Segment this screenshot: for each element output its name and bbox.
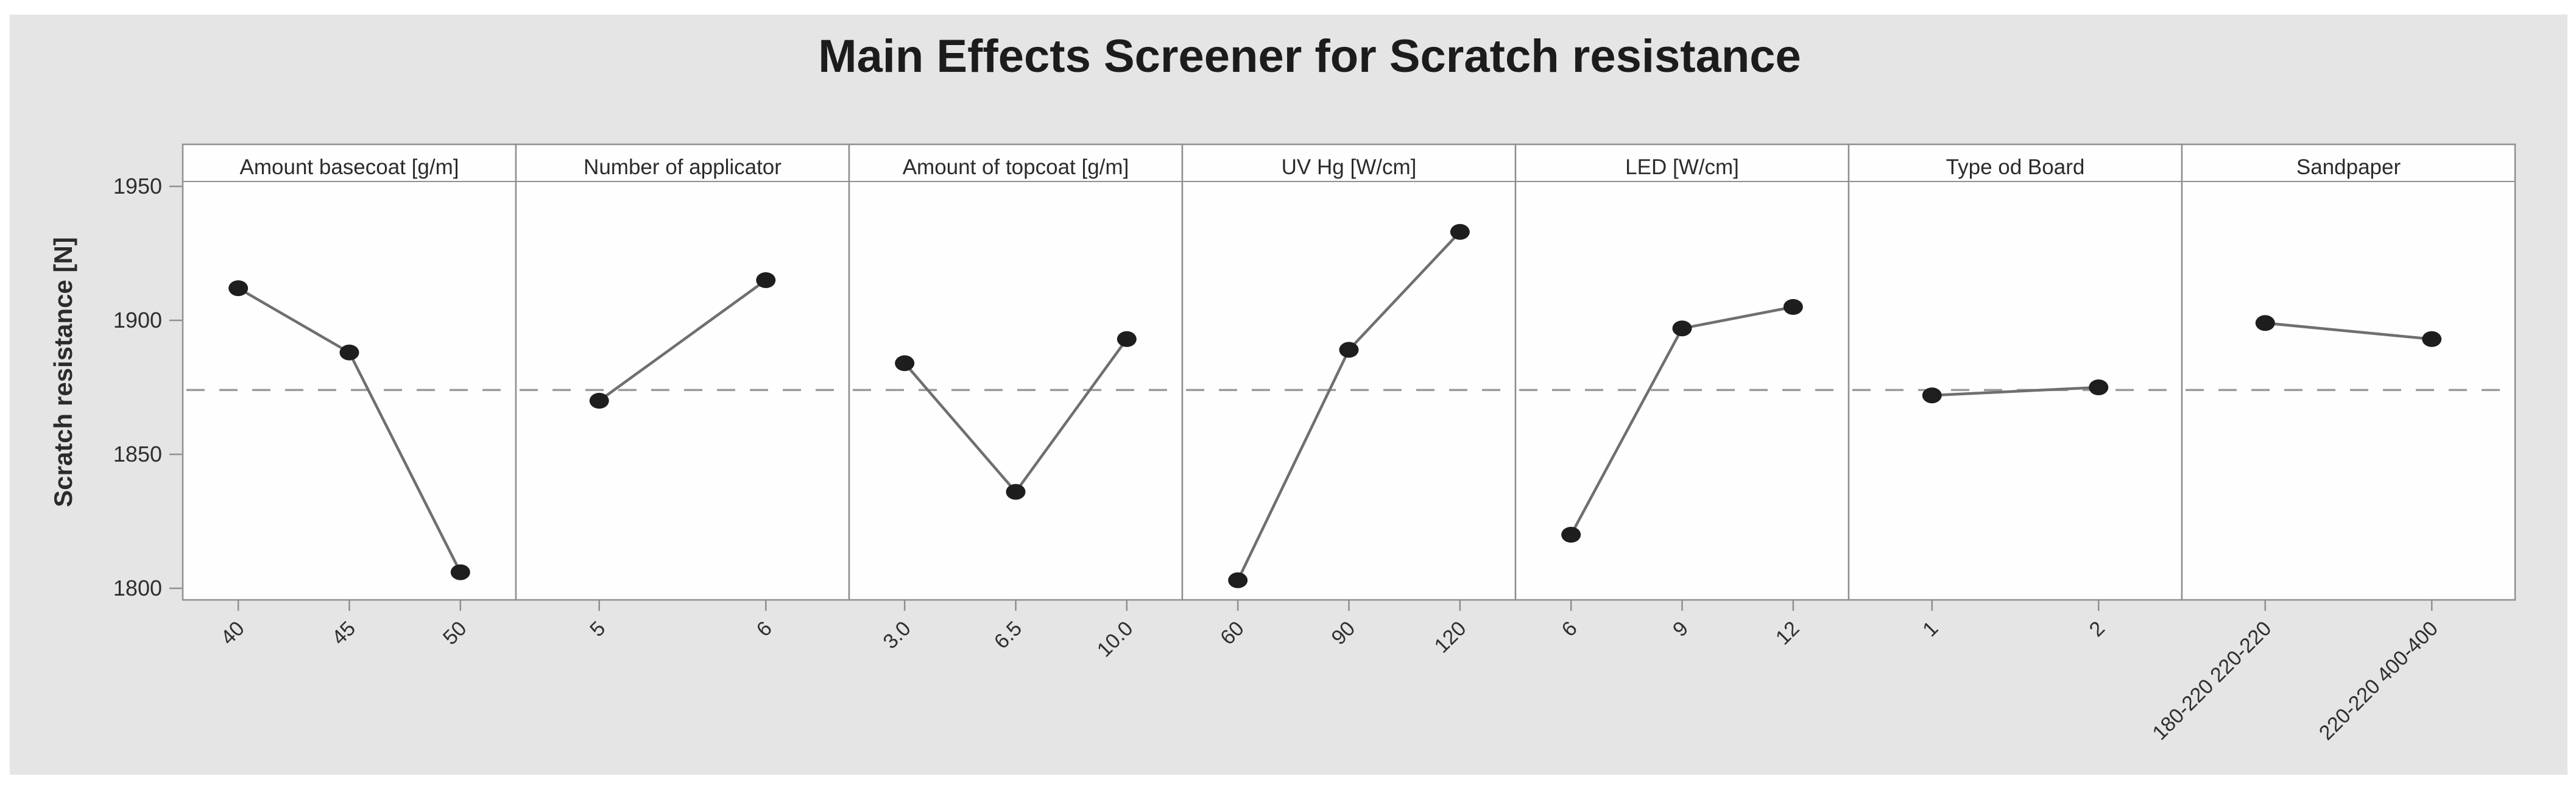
panel-plot-area [182,143,517,601]
data-point-marker [1339,342,1359,358]
data-point-marker [1922,387,1942,404]
panel-title: UV Hg [W/cm] [1282,155,1417,179]
effect-line [2265,322,2432,341]
panel: LED [W/cm]6 9 12 [1514,143,1850,649]
data-point-marker [895,355,915,372]
panel: UV Hg [W/cm]60 90 120 [1181,143,1517,658]
data-point-marker [589,393,609,409]
effect-line [1932,386,2099,397]
data-point-marker [2255,315,2275,331]
data-point-marker [339,344,359,361]
panel-title: LED [W/cm] [1625,155,1739,179]
panel-title: Amount basecoat [g/m] [240,155,459,179]
y-tick-label: 1950 [113,174,162,199]
data-point-marker [1006,484,1026,500]
panel: Amount basecoat [g/m]40 45 50 [182,143,517,649]
panel-title: Amount of topcoat [g/m] [903,155,1129,179]
panel-title: Number of applicator [584,155,782,179]
data-point-marker [2422,331,2442,347]
y-axis-label: Scratch resistance [N] [49,237,77,507]
y-tick-label: 1850 [113,442,162,467]
data-point-marker [756,272,776,288]
panel-plot-area [515,143,850,601]
panel: Amount of topcoat [g/m]3.0 6.5 10.0 [848,143,1184,661]
data-point-marker [1561,527,1581,543]
panel-plot-area [1514,143,1850,601]
data-point-marker [1117,331,1137,347]
data-point-marker [1672,320,1692,337]
panel-plot-area [2181,143,2516,601]
y-tick-label: 1800 [113,576,162,601]
data-point-marker [450,564,470,580]
data-point-marker [1783,299,1803,315]
data-point-marker [1450,224,1470,240]
panel-title: Sandpaper [2296,155,2401,179]
panel-plot-area [848,143,1184,601]
panel-plot-area [1847,143,2183,601]
effect-line [598,279,767,402]
y-tick-label: 1900 [113,308,162,333]
data-point-marker [228,280,249,297]
chart-title: Main Effects Screener for Scratch resist… [818,30,1801,82]
panel-plot-area [1181,143,1517,601]
data-point-marker [2089,379,2109,395]
data-point-marker [1228,572,1248,588]
panel-title: Type od Board [1946,155,2085,179]
